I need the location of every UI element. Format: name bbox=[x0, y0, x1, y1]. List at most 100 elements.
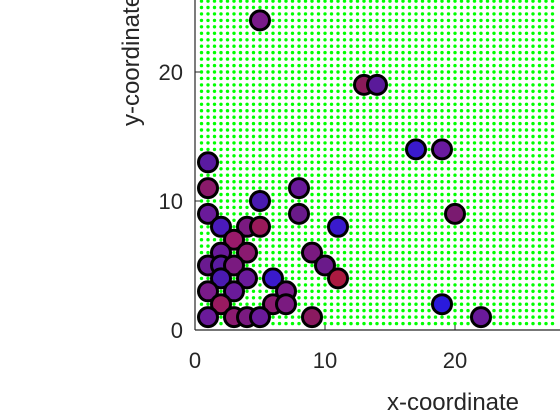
grid-dot bbox=[479, 244, 483, 248]
grid-dot bbox=[479, 141, 483, 145]
grid-dot bbox=[238, 115, 243, 119]
grid-dot bbox=[466, 173, 470, 177]
grid-dot bbox=[199, 238, 204, 242]
grid-dot bbox=[329, 12, 334, 16]
grid-dot bbox=[199, 0, 204, 3]
grid-dot bbox=[394, 70, 399, 74]
grid-dot bbox=[368, 38, 373, 42]
grid-dot bbox=[433, 70, 438, 74]
grid-dot bbox=[271, 186, 275, 190]
grid-dot bbox=[524, 205, 529, 210]
grid-dot bbox=[219, 289, 223, 293]
grid-dot bbox=[368, 102, 373, 107]
grid-dot bbox=[550, 212, 555, 216]
grid-dot bbox=[232, 128, 236, 132]
grid-dot bbox=[232, 302, 236, 306]
grid-dot bbox=[492, 12, 496, 16]
grid-dot bbox=[485, 115, 490, 119]
grid-dot bbox=[498, 5, 503, 10]
grid-dot bbox=[453, 238, 457, 242]
grid-dot bbox=[446, 276, 451, 281]
grid-dot bbox=[212, 44, 217, 48]
grid-dot bbox=[277, 38, 282, 42]
grid-dot bbox=[245, 263, 249, 268]
grid-dot bbox=[544, 192, 548, 197]
data-point bbox=[197, 306, 219, 329]
grid-dot bbox=[349, 276, 353, 281]
grid-dot bbox=[219, 141, 223, 145]
x-tick-label: 0 bbox=[189, 348, 201, 373]
grid-dot bbox=[466, 147, 470, 152]
grid-dot bbox=[362, 141, 366, 145]
grid-dot bbox=[368, 141, 373, 145]
grid-dot bbox=[199, 231, 204, 235]
grid-dot bbox=[225, 25, 230, 29]
grid-dot bbox=[446, 231, 451, 235]
grid-dot bbox=[336, 109, 340, 113]
grid-dot bbox=[518, 44, 522, 48]
grid-dot bbox=[362, 315, 366, 319]
x-tick-label: 10 bbox=[313, 348, 337, 373]
grid-dot bbox=[433, 257, 438, 261]
grid-dot bbox=[394, 283, 399, 287]
grid-dot bbox=[420, 302, 425, 306]
grid-dot bbox=[394, 115, 399, 119]
grid-dot bbox=[336, 12, 340, 16]
grid-dot bbox=[524, 147, 529, 152]
grid-dot bbox=[342, 154, 347, 158]
grid-dot bbox=[277, 57, 282, 61]
grid-dot bbox=[531, 205, 535, 210]
grid-dot bbox=[219, 173, 223, 177]
grid-dot bbox=[550, 186, 555, 190]
grid-dot bbox=[446, 199, 451, 203]
grid-dot bbox=[368, 109, 373, 113]
grid-dot bbox=[420, 173, 425, 177]
grid-dot bbox=[368, 263, 373, 268]
grid-dot bbox=[232, 180, 236, 184]
grid-dot bbox=[518, 0, 522, 3]
grid-dot bbox=[414, 257, 418, 261]
grid-dot bbox=[401, 121, 405, 126]
grid-dot bbox=[303, 96, 308, 100]
grid-dot bbox=[550, 50, 555, 55]
grid-dot bbox=[505, 231, 509, 235]
grid-dot bbox=[245, 83, 249, 87]
grid-dot bbox=[401, 0, 405, 3]
grid-dot bbox=[466, 12, 470, 16]
grid-dot bbox=[349, 121, 353, 126]
grid-dot bbox=[375, 12, 379, 16]
grid-dot bbox=[375, 250, 379, 255]
grid-dot bbox=[212, 199, 217, 203]
grid-dot bbox=[219, 115, 223, 119]
grid-dot bbox=[531, 192, 535, 197]
grid-dot bbox=[414, 5, 418, 10]
grid-dot bbox=[264, 89, 269, 94]
grid-dot bbox=[355, 31, 360, 35]
grid-dot bbox=[368, 134, 373, 139]
grid-dot bbox=[329, 115, 334, 119]
grid-dot bbox=[316, 70, 321, 74]
grid-dot bbox=[407, 70, 412, 74]
grid-dot bbox=[316, 121, 321, 126]
grid-dot bbox=[414, 302, 418, 306]
grid-dot bbox=[310, 218, 314, 222]
grid-dot bbox=[401, 44, 405, 48]
grid-dot bbox=[199, 250, 204, 255]
grid-dot bbox=[518, 192, 522, 197]
grid-dot bbox=[290, 63, 295, 68]
grid-dot bbox=[466, 0, 470, 3]
grid-dot bbox=[290, 147, 295, 152]
grid-dot bbox=[531, 250, 535, 255]
grid-dot bbox=[310, 50, 314, 55]
grid-dot bbox=[440, 57, 444, 61]
grid-dot bbox=[388, 44, 392, 48]
grid-dot bbox=[232, 160, 236, 164]
grid-dot bbox=[381, 57, 386, 61]
grid-dot bbox=[277, 128, 282, 132]
grid-dot bbox=[427, 57, 431, 61]
grid-dot bbox=[284, 212, 288, 216]
grid-dot bbox=[472, 270, 477, 274]
grid-dot bbox=[277, 238, 282, 242]
grid-dot bbox=[446, 57, 451, 61]
grid-dot bbox=[531, 109, 535, 113]
